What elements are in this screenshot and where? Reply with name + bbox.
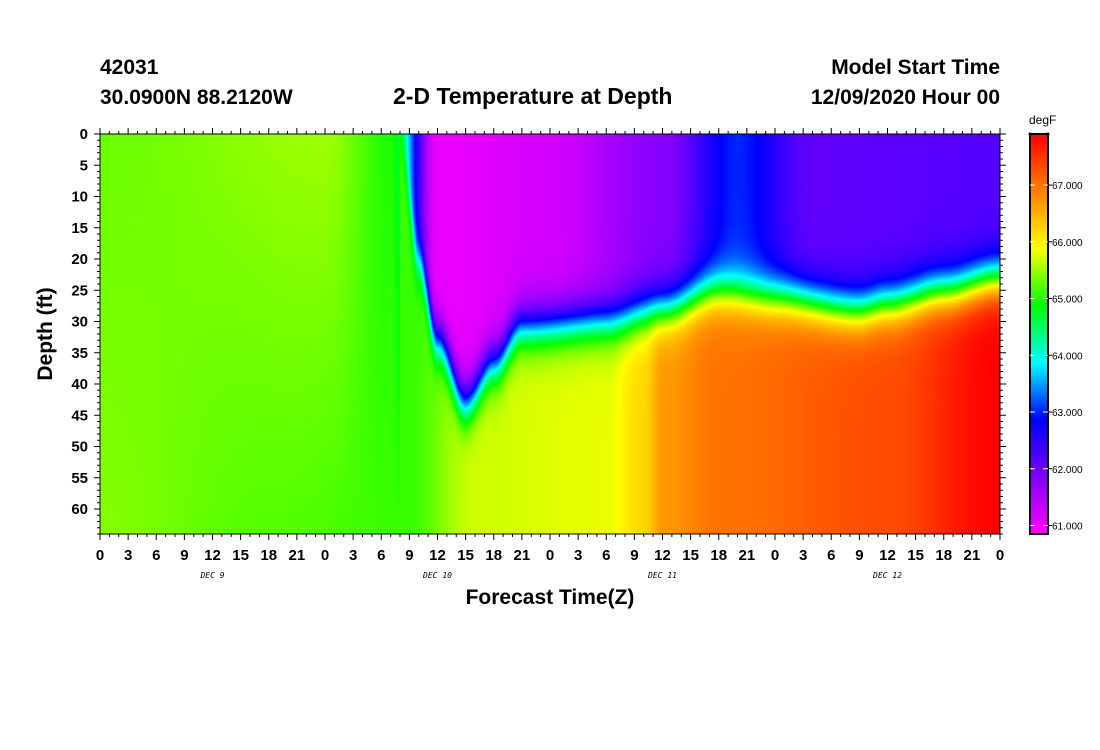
- temperature-heatmap: [100, 134, 1000, 534]
- x-tick-label: 9: [180, 547, 188, 564]
- y-tick-label: 20: [71, 251, 88, 268]
- colorbar-corner: [1046, 132, 1050, 136]
- x-tick-label: 6: [602, 547, 610, 564]
- y-tick-label: 55: [71, 470, 88, 487]
- y-tick-label: 15: [71, 220, 88, 237]
- colorbar-tick-label: 66.000: [1052, 238, 1083, 249]
- chart-title: 2-D Temperature at Depth: [393, 83, 673, 109]
- model-start-label: Model Start Time: [831, 56, 1000, 79]
- x-tick-label: 12: [654, 547, 671, 564]
- y-tick-label: 45: [71, 407, 88, 424]
- station-coordinates: 30.0900N 88.2120W: [100, 86, 293, 109]
- colorbar-tick-label: 65.000: [1052, 295, 1083, 306]
- x-tick-label: 3: [574, 547, 582, 564]
- station-id: 42031: [100, 56, 159, 79]
- colorbar-tick-label: 63.000: [1052, 408, 1083, 419]
- x-tick-label: 0: [321, 547, 329, 564]
- x-tick-label: 21: [739, 547, 756, 564]
- x-tick-label: 6: [377, 547, 385, 564]
- colorbar-unit: degF: [1029, 113, 1057, 127]
- colorbar-tick-label: 64.000: [1052, 351, 1083, 362]
- x-tick-label: 9: [405, 547, 413, 564]
- colorbar-gradient: [1030, 134, 1048, 534]
- model-start-value: 12/09/2020 Hour 00: [810, 86, 1000, 109]
- x-tick-label: 12: [429, 547, 446, 564]
- y-tick-label: 0: [80, 126, 88, 143]
- date-label: DEC 9: [199, 571, 224, 580]
- x-tick-label: 15: [682, 547, 699, 564]
- x-axis-label: Forecast Time(Z): [466, 586, 635, 609]
- colorbar-tick-label: 67.000: [1052, 181, 1083, 192]
- x-tick-label: 18: [935, 547, 952, 564]
- plot-frame: [99, 133, 1001, 535]
- x-tick-label: 15: [457, 547, 474, 564]
- x-tick-label: 21: [964, 547, 981, 564]
- x-tick-label: 12: [879, 547, 896, 564]
- x-tick-label: 3: [349, 547, 357, 564]
- y-tick-label: 35: [71, 345, 88, 362]
- x-tick-label: 0: [771, 547, 779, 564]
- y-tick-label: 60: [71, 501, 88, 518]
- y-tick-label: 30: [71, 314, 88, 331]
- x-tick-label: 6: [827, 547, 835, 564]
- x-tick-label: 15: [907, 547, 924, 564]
- x-tick-label: 9: [855, 547, 863, 564]
- colorbar-tick-label: 61.000: [1052, 521, 1083, 532]
- colorbar-corner: [1028, 132, 1032, 136]
- x-tick-label: 0: [546, 547, 554, 564]
- x-tick-label: 15: [232, 547, 249, 564]
- date-label: DEC 11: [647, 571, 677, 580]
- y-axis-label: Depth (ft): [34, 287, 57, 380]
- x-tick-label: 18: [710, 547, 727, 564]
- x-tick-label: 0: [996, 547, 1004, 564]
- date-label: DEC 12: [872, 571, 902, 580]
- y-tick-label: 40: [71, 376, 88, 393]
- y-tick-label: 50: [71, 439, 88, 456]
- x-tick-label: 18: [260, 547, 277, 564]
- x-tick-label: 3: [799, 547, 807, 564]
- colorbar-tick-label: 62.000: [1052, 465, 1083, 476]
- y-tick-label: 25: [71, 282, 88, 299]
- colorbar-frame: [1029, 133, 1049, 535]
- x-tick-label: 3: [124, 547, 132, 564]
- x-tick-label: 6: [152, 547, 160, 564]
- x-tick-label: 0: [96, 547, 104, 564]
- x-tick-label: 21: [514, 547, 531, 564]
- x-tick-label: 12: [204, 547, 221, 564]
- y-tick-label: 5: [80, 157, 88, 174]
- x-tick-label: 21: [289, 547, 306, 564]
- x-tick-label: 18: [485, 547, 502, 564]
- y-tick-label: 10: [71, 189, 88, 206]
- date-label: DEC 10: [422, 571, 452, 580]
- x-tick-label: 9: [630, 547, 638, 564]
